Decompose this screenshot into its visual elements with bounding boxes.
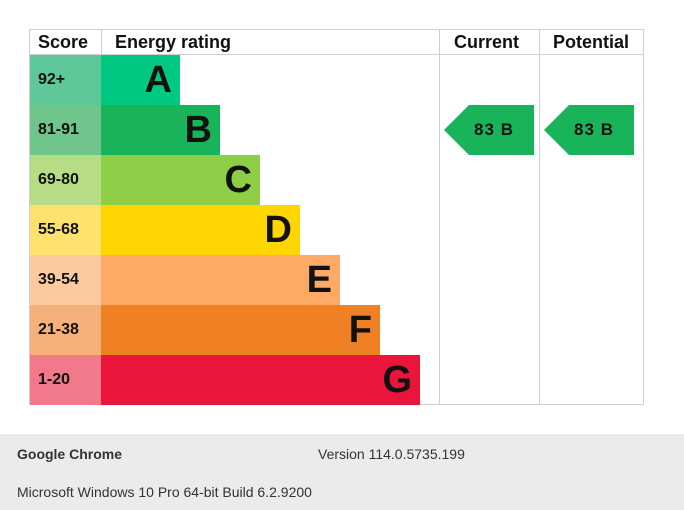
band-score-range: 55-68 xyxy=(30,205,101,255)
score-header: Score xyxy=(38,32,89,52)
potential-arrow-shape xyxy=(544,105,634,155)
potential-rating-letter: B xyxy=(600,120,614,139)
band-bar: C xyxy=(101,155,260,205)
band-score-range: 1-20 xyxy=(30,355,101,405)
browser-name: Google Chrome xyxy=(17,446,123,462)
current-header: Current xyxy=(454,32,520,52)
potential-rating-arrow: 83 B xyxy=(544,105,634,155)
rating-band-row: 55-68 D xyxy=(30,205,439,255)
current-rating-label: 83 B xyxy=(444,105,534,155)
band-bar: E xyxy=(101,255,340,305)
browser-info-footer: Google Chrome Version 114.0.5735.199 Mic… xyxy=(0,434,684,510)
band-score-range: 39-54 xyxy=(30,255,101,305)
current-rating-value: 83 xyxy=(474,120,495,139)
rating-band-row: 1-20 G xyxy=(30,355,439,405)
operating-system: Microsoft Windows 10 Pro 64-bit Build 6.… xyxy=(17,484,312,500)
band-bar: G xyxy=(101,355,420,405)
current-rating-arrow: 83 B xyxy=(444,105,534,155)
band-score-range: 92+ xyxy=(30,55,101,105)
band-score-range: 81-91 xyxy=(30,105,101,155)
column-divider xyxy=(439,30,440,404)
potential-rating-label: 83 B xyxy=(544,105,634,155)
rating-band-row: 92+ A xyxy=(30,55,439,105)
energy-rating-table: Score Energy rating Current Potential 92… xyxy=(29,29,644,405)
band-letter: B xyxy=(184,109,212,151)
current-arrow-shape xyxy=(444,105,534,155)
energy-rating-header: Energy rating xyxy=(115,32,232,52)
rating-band-row: 39-54 E xyxy=(30,255,439,305)
band-letter: D xyxy=(264,209,292,251)
band-letter: F xyxy=(348,309,372,351)
band-score-range: 69-80 xyxy=(30,155,101,205)
band-bar: B xyxy=(101,105,220,155)
column-divider xyxy=(539,30,540,404)
rating-band-row: 21-38 F xyxy=(30,305,439,355)
current-rating-letter: B xyxy=(500,120,514,139)
browser-version: Version 114.0.5735.199 xyxy=(318,446,465,462)
rating-band-row: 81-91 B xyxy=(30,105,439,155)
band-bar: F xyxy=(101,305,380,355)
potential-rating-value: 83 xyxy=(574,120,595,139)
rating-band-row: 69-80 C xyxy=(30,155,439,205)
band-letter: C xyxy=(224,159,252,201)
band-letter: G xyxy=(382,359,412,401)
band-score-range: 21-38 xyxy=(30,305,101,355)
header-divider xyxy=(30,54,643,55)
band-bar: D xyxy=(101,205,300,255)
band-letter: A xyxy=(144,59,172,101)
potential-header: Potential xyxy=(553,32,630,52)
band-letter: E xyxy=(306,259,332,301)
band-bar: A xyxy=(101,55,180,105)
